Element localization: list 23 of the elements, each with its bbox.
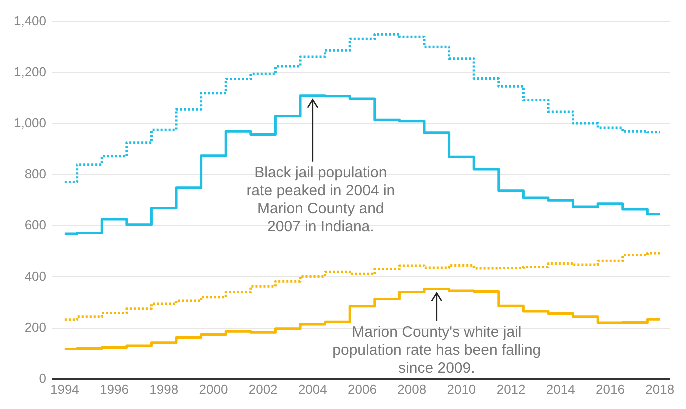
- x-tick-label: 2018: [646, 382, 675, 397]
- annotation: Marion County's white jail population rate has been falling since 2009.: [332, 324, 542, 377]
- y-tick-label: 600: [24, 218, 47, 233]
- x-tick-label: 2008: [398, 382, 427, 397]
- x-tick-label: 2006: [348, 382, 377, 397]
- x-tick-label: 2004: [298, 382, 328, 397]
- y-tick-label: 0: [39, 370, 47, 386]
- x-tick-label: 2010: [447, 382, 476, 397]
- y-tick-label: 1,200: [14, 64, 47, 80]
- annotation: Black jail population rate peaked in 2004 in Marion County and 2007 in Indiana.: [246, 164, 396, 236]
- y-tick-label: 200: [24, 320, 47, 335]
- y-tick-label: 400: [24, 268, 47, 284]
- x-tick-label: 1998: [150, 382, 179, 397]
- y-tick-label: 800: [24, 166, 47, 182]
- x-tick-label: 2014: [546, 382, 576, 397]
- x-tick-label: 1994: [50, 382, 80, 397]
- x-tick-label: 1996: [100, 382, 129, 397]
- y-tick-label: 1,000: [14, 116, 47, 131]
- x-tick-label: 2000: [199, 382, 228, 397]
- x-tick-label: 2012: [496, 382, 526, 397]
- y-tick-label: 1,400: [14, 13, 47, 28]
- x-tick-label: 2016: [596, 382, 625, 397]
- x-tick-label: 2002: [248, 382, 278, 397]
